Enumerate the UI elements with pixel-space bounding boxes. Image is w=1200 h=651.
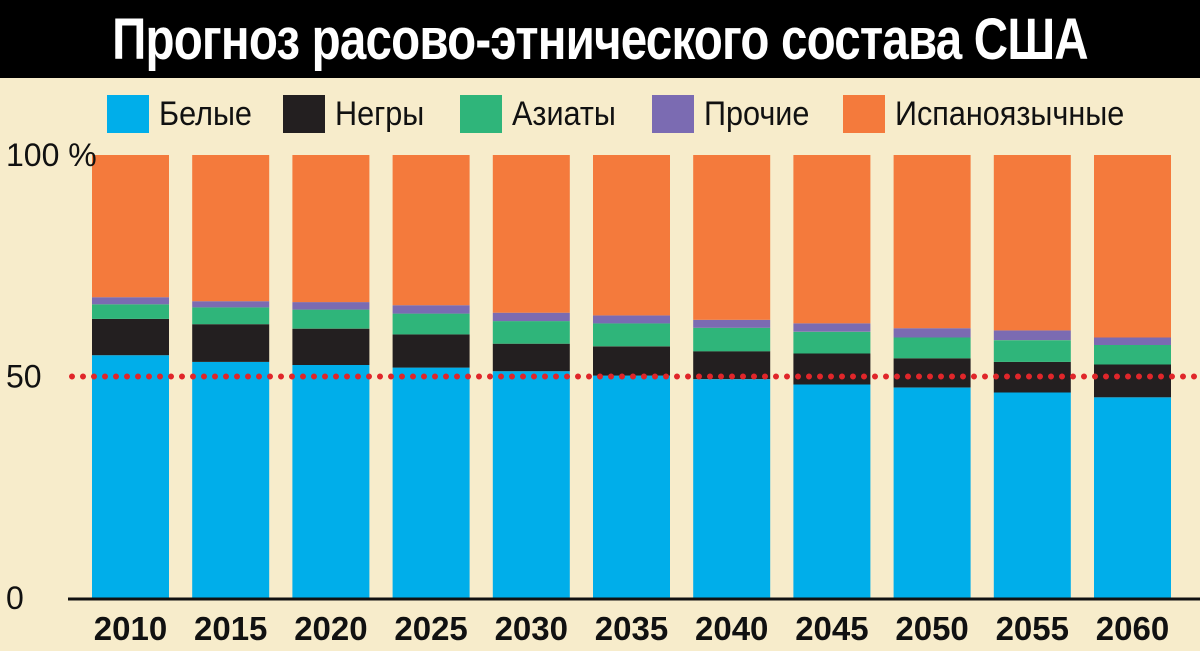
bar-segment-2010-4 bbox=[92, 155, 169, 298]
bar-segment-2055-2 bbox=[993, 340, 1071, 362]
bar-segment-2035-3 bbox=[593, 315, 670, 324]
bar-segment-2045-0 bbox=[793, 384, 871, 598]
bar-segment-2020-3 bbox=[292, 302, 370, 310]
bar-segment-2025-4 bbox=[392, 155, 470, 306]
x-tick-label: 2050 bbox=[895, 610, 968, 647]
bar-segment-2030-4 bbox=[492, 155, 570, 313]
x-tick-label: 2045 bbox=[795, 610, 868, 647]
bar-segment-2060-1 bbox=[1094, 364, 1171, 398]
legend-item-white: Белые bbox=[107, 92, 262, 136]
legend-label-hispanic: Испаноязычные bbox=[895, 94, 1125, 133]
legend-swatch-hispanic bbox=[843, 95, 885, 133]
bar-segment-2055-4 bbox=[993, 155, 1071, 331]
bar-segment-2025-3 bbox=[392, 305, 470, 314]
chart-title: Прогноз расово-этнического состава США bbox=[112, 6, 1089, 72]
bar-segment-2030-1 bbox=[492, 343, 570, 372]
bar-segment-2020-2 bbox=[292, 309, 370, 329]
bar-segment-2010-1 bbox=[92, 318, 169, 356]
bar-segment-2045-2 bbox=[793, 331, 871, 354]
bar-segment-2055-0 bbox=[993, 392, 1071, 598]
bar-segment-2025-1 bbox=[392, 334, 470, 368]
x-tick-label: 2060 bbox=[1096, 610, 1169, 647]
bar-segment-2015-2 bbox=[192, 307, 270, 325]
legend-item-black: Негры bbox=[283, 92, 434, 136]
bar-segment-2040-4 bbox=[693, 155, 771, 320]
bar-segment-2060-3 bbox=[1094, 337, 1171, 345]
x-tick-label: 2030 bbox=[495, 610, 568, 647]
bar-segment-2040-0 bbox=[693, 379, 771, 598]
bar-segment-2060-2 bbox=[1094, 345, 1171, 365]
y-tick-label: 50 bbox=[6, 359, 42, 395]
bar-segment-2035-4 bbox=[593, 155, 670, 316]
legend-item-other: Прочие bbox=[652, 92, 821, 136]
bar-segment-2050-1 bbox=[893, 358, 971, 388]
bar-segment-2020-4 bbox=[292, 155, 370, 303]
bar-segment-2050-2 bbox=[893, 337, 971, 359]
legend: Белые Негры Азиаты Прочие Испаноязычные bbox=[0, 92, 1200, 136]
bar-segment-2035-0 bbox=[593, 375, 670, 598]
legend-item-asian: Азиаты bbox=[460, 92, 627, 136]
legend-item-hispanic: Испаноязычные bbox=[843, 92, 1150, 136]
bar-segment-2030-2 bbox=[492, 321, 570, 344]
bar-segment-2045-4 bbox=[793, 155, 871, 324]
bar-segment-2025-0 bbox=[392, 367, 470, 598]
x-tick-label: 2035 bbox=[595, 610, 668, 647]
bar-segment-2040-2 bbox=[693, 327, 771, 352]
bar-segment-2010-2 bbox=[92, 304, 169, 319]
bar-segment-2010-0 bbox=[92, 355, 169, 598]
legend-swatch-other bbox=[652, 95, 694, 133]
legend-label-asian: Азиаты bbox=[512, 94, 616, 133]
x-tick-label: 2010 bbox=[94, 610, 167, 647]
bar-segment-2015-3 bbox=[192, 301, 270, 308]
y-tick-label: 0 bbox=[6, 580, 24, 616]
bar-segment-2020-1 bbox=[292, 328, 370, 365]
legend-label-black: Негры bbox=[335, 94, 425, 133]
x-tick-label: 2055 bbox=[996, 610, 1069, 647]
bar-segment-2050-4 bbox=[893, 155, 971, 329]
bar-segment-2045-1 bbox=[793, 353, 871, 385]
legend-label-other: Прочие bbox=[704, 94, 810, 133]
bar-segment-2015-4 bbox=[192, 155, 270, 302]
bar-segment-2015-0 bbox=[192, 361, 270, 598]
x-tick-label: 2025 bbox=[394, 610, 467, 647]
legend-swatch-white bbox=[107, 95, 149, 133]
bar-segment-2055-3 bbox=[993, 330, 1071, 341]
y-tick-label: 100 % bbox=[6, 137, 97, 173]
title-bar: Прогноз расово-этнического состава США bbox=[0, 0, 1200, 78]
bar-segment-2060-4 bbox=[1094, 155, 1171, 338]
bar-segment-2050-3 bbox=[893, 328, 971, 338]
legend-swatch-black bbox=[283, 95, 325, 133]
x-tick-label: 2040 bbox=[695, 610, 768, 647]
bar-segment-2030-0 bbox=[492, 371, 570, 598]
bar-segment-2045-3 bbox=[793, 323, 871, 332]
bar-segment-2010-3 bbox=[92, 297, 169, 305]
legend-swatch-asian bbox=[460, 95, 502, 133]
x-tick-label: 2020 bbox=[294, 610, 367, 647]
bar-segment-2060-0 bbox=[1094, 397, 1171, 598]
bar-segment-2050-0 bbox=[893, 387, 971, 598]
bar-segment-2035-2 bbox=[593, 323, 670, 347]
bar-segment-2040-3 bbox=[693, 319, 771, 328]
legend-label-white: Белые bbox=[159, 94, 252, 133]
bar-segment-2030-3 bbox=[492, 312, 570, 322]
bar-segment-2020-0 bbox=[292, 365, 370, 598]
bar-segment-2025-2 bbox=[392, 313, 470, 335]
bar-segment-2035-1 bbox=[593, 346, 670, 376]
bar-segment-2015-1 bbox=[192, 324, 270, 362]
x-tick-label: 2015 bbox=[194, 610, 267, 647]
